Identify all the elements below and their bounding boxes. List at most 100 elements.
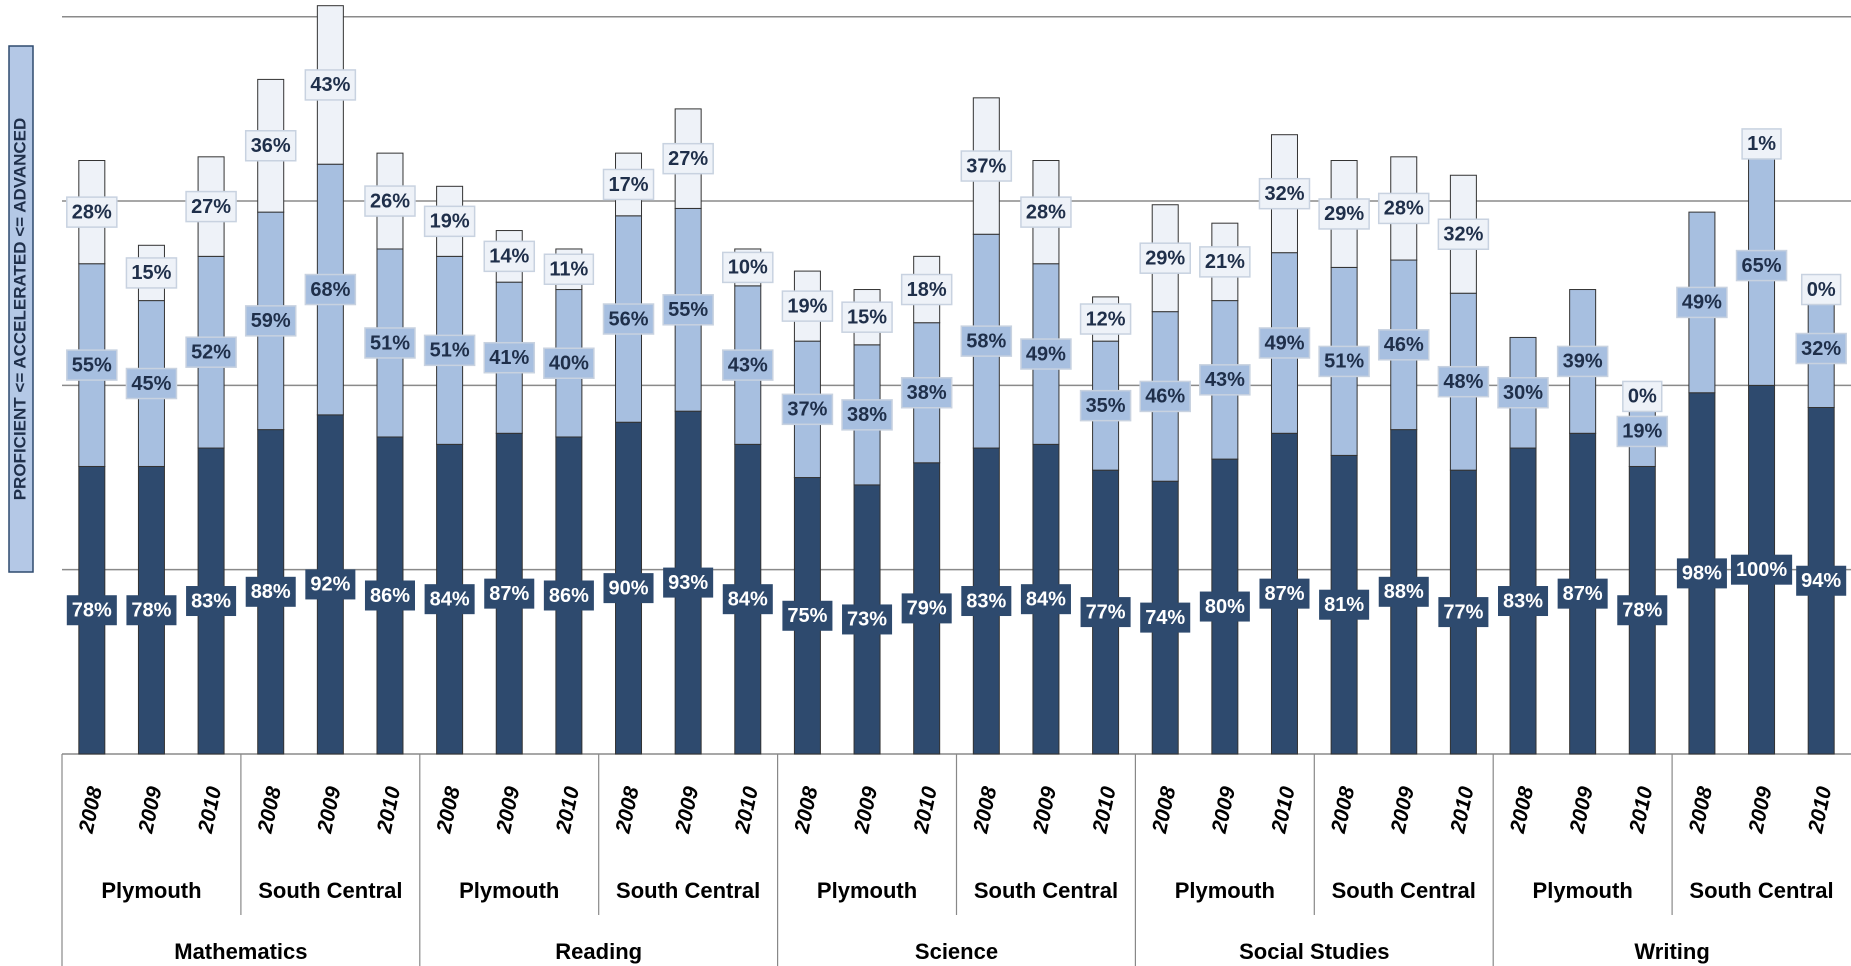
x-tick-label: 2009 <box>1744 784 1776 836</box>
y-label-box <box>8 45 34 573</box>
data-label: 10% <box>728 257 768 279</box>
data-label: 80% <box>1205 596 1245 618</box>
group-label: South Central <box>974 878 1118 903</box>
data-label-box <box>1730 554 1793 585</box>
data-label: 84% <box>430 588 470 610</box>
data-label: 84% <box>728 588 768 610</box>
data-label: 12% <box>1086 308 1126 330</box>
data-label: 93% <box>668 572 708 594</box>
group-label: South Central <box>258 878 402 903</box>
x-tick-label: 2008 <box>253 784 285 836</box>
data-label: 100% <box>1736 559 1787 581</box>
x-tick-label: 2010 <box>552 784 584 836</box>
x-tick-label: 2010 <box>731 784 763 836</box>
data-label: 37% <box>787 399 827 421</box>
x-tick-label: 2008 <box>432 784 464 836</box>
data-label: 45% <box>131 373 171 395</box>
data-label-box <box>1139 242 1191 274</box>
x-tick-label: 2008 <box>611 784 643 836</box>
x-tick-label: 2009 <box>1565 784 1597 836</box>
data-label: 75% <box>787 605 827 627</box>
data-label-box <box>1556 345 1609 378</box>
data-label-box <box>66 349 118 381</box>
data-label-box <box>1498 586 1549 617</box>
data-label-box <box>662 294 714 326</box>
data-label-box <box>304 273 357 306</box>
data-label: 49% <box>1264 332 1304 354</box>
data-label: 83% <box>1503 590 1543 612</box>
data-label-box <box>186 586 237 617</box>
data-label: 39% <box>1563 351 1603 373</box>
data-label: 78% <box>131 600 171 622</box>
data-label: 78% <box>72 600 112 622</box>
x-tick-label: 2008 <box>1148 784 1180 836</box>
x-tick-label: 2009 <box>492 784 524 836</box>
x-tick-label: 2008 <box>1685 784 1717 836</box>
data-label-box <box>244 130 297 162</box>
data-label: 83% <box>191 590 231 612</box>
data-label-box <box>424 584 475 615</box>
data-label-box <box>1438 597 1489 628</box>
data-label-box <box>125 257 178 289</box>
data-label: 78% <box>1622 600 1662 622</box>
data-label-box <box>126 595 177 626</box>
data-label-box <box>484 578 535 609</box>
subject-label: Mathematics <box>174 939 307 964</box>
data-label: 21% <box>1205 251 1245 273</box>
x-tick-label: 2008 <box>1506 784 1538 836</box>
data-label: 37% <box>966 155 1006 177</box>
x-tick-label: 2010 <box>194 784 226 836</box>
group-label: Plymouth <box>459 878 559 903</box>
data-label: 19% <box>787 295 827 317</box>
data-label: 28% <box>1384 198 1424 220</box>
data-label-box <box>1616 415 1669 448</box>
x-tick-label: 2010 <box>1804 784 1836 836</box>
data-label: 11% <box>549 259 588 281</box>
data-label-box <box>125 367 178 400</box>
group-label: South Central <box>616 878 760 903</box>
data-label: 83% <box>966 590 1006 612</box>
data-label: 81% <box>1324 594 1364 616</box>
x-tick-label: 2010 <box>909 784 941 836</box>
data-label: 55% <box>668 299 708 321</box>
data-label: 0% <box>1628 386 1657 408</box>
data-label: 48% <box>1443 371 1483 393</box>
x-tick-label: 2010 <box>1625 784 1657 836</box>
data-label-box <box>1377 329 1430 361</box>
data-label: 87% <box>1264 583 1304 605</box>
data-label: 77% <box>1086 601 1126 623</box>
data-label-box <box>66 595 117 626</box>
data-label: 65% <box>1742 255 1782 277</box>
data-label-box <box>245 576 296 607</box>
data-label-box <box>1020 584 1071 615</box>
data-label: 92% <box>310 574 350 596</box>
data-label-box <box>185 336 237 368</box>
data-label: 51% <box>430 340 470 362</box>
data-label-box <box>543 347 595 380</box>
data-label-box <box>1497 376 1549 409</box>
data-label-box <box>900 376 953 409</box>
data-label: 26% <box>370 190 410 212</box>
data-label: 46% <box>1384 334 1424 356</box>
data-label: 43% <box>1205 369 1245 391</box>
data-label: 40% <box>549 353 589 375</box>
data-label-box <box>602 303 655 335</box>
data-label-box <box>781 393 834 426</box>
x-tick-label: 2009 <box>134 784 166 836</box>
data-label: 43% <box>310 74 350 96</box>
data-label: 43% <box>728 354 768 376</box>
data-label: 14% <box>489 246 529 268</box>
data-label-box <box>543 253 595 286</box>
data-label-box <box>1557 578 1608 609</box>
data-label-box <box>1378 576 1429 607</box>
data-label-box <box>663 567 714 598</box>
data-label: 88% <box>251 581 291 603</box>
data-label: 35% <box>1086 395 1126 417</box>
data-label: 27% <box>668 148 708 170</box>
data-label: 28% <box>1026 201 1066 223</box>
data-label-box <box>66 196 118 228</box>
data-label-box <box>1199 591 1250 622</box>
data-label: 87% <box>489 583 529 605</box>
data-label-box <box>1800 273 1842 306</box>
data-label-box <box>1622 380 1663 413</box>
